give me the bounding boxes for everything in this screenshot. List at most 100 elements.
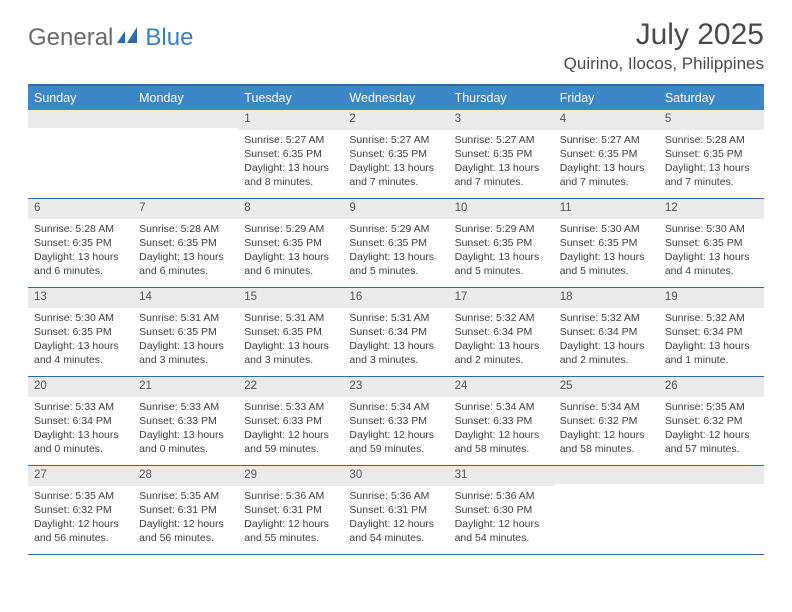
day-number: 13 — [28, 288, 133, 308]
daylight-line: Daylight: 13 hours and 7 minutes. — [455, 161, 548, 189]
day-number: 24 — [449, 377, 554, 397]
sunrise-line: Sunrise: 5:29 AM — [244, 222, 337, 236]
sunrise-line: Sunrise: 5:28 AM — [34, 222, 127, 236]
sunset-line: Sunset: 6:35 PM — [349, 147, 442, 161]
daylight-line: Daylight: 12 hours and 56 minutes. — [139, 517, 232, 545]
sunset-line: Sunset: 6:31 PM — [244, 503, 337, 517]
day-body: Sunrise: 5:32 AMSunset: 6:34 PMDaylight:… — [554, 308, 659, 374]
sunrise-line: Sunrise: 5:30 AM — [560, 222, 653, 236]
weeks-container: 1Sunrise: 5:27 AMSunset: 6:35 PMDaylight… — [28, 110, 764, 555]
day-cell: 25Sunrise: 5:34 AMSunset: 6:32 PMDayligh… — [554, 377, 659, 465]
day-body: Sunrise: 5:36 AMSunset: 6:31 PMDaylight:… — [343, 486, 448, 552]
daylight-line: Daylight: 13 hours and 5 minutes. — [349, 250, 442, 278]
day-number: 25 — [554, 377, 659, 397]
day-cell: 29 Sunrise: 5:36 AMSunset: 6:31 PMDayligh… — [238, 466, 343, 554]
week-row: 6Sunrise: 5:28 AMSunset: 6:35 PMDaylight… — [28, 199, 764, 288]
weekday-header: Wednesday — [343, 86, 448, 110]
day-body: Sunrise: 5:31 AMSunset: 6:35 PMDaylight:… — [133, 308, 238, 374]
day-body: Sunrise: 5:30 AMSunset: 6:35 PMDaylight:… — [28, 308, 133, 374]
day-cell: 13Sunrise: 5:30 AMSunset: 6:35 PMDayligh… — [28, 288, 133, 376]
day-number: 2 — [343, 110, 448, 130]
daylight-line: Daylight: 12 hours and 56 minutes. — [34, 517, 127, 545]
brand-logo: General Blue — [28, 24, 193, 52]
day-cell: 15Sunrise: 5:31 AMSunset: 6:35 PMDayligh… — [238, 288, 343, 376]
sunset-line: Sunset: 6:30 PM — [455, 503, 548, 517]
sunset-line: Sunset: 6:35 PM — [244, 236, 337, 250]
day-number — [28, 110, 133, 128]
day-number: 9 — [343, 199, 448, 219]
day-number: 11 — [554, 199, 659, 219]
day-cell: 28Sunrise: 5:35 AMSunset: 6:31 PMDayligh… — [133, 466, 238, 554]
daylight-line: Daylight: 13 hours and 0 minutes. — [139, 428, 232, 456]
day-number: 1 — [238, 110, 343, 130]
day-cell: 6Sunrise: 5:28 AMSunset: 6:35 PMDaylight… — [28, 199, 133, 287]
day-cell — [554, 466, 659, 554]
sunrise-line: Sunrise: 5:33 AM — [139, 400, 232, 414]
sunrise-line: Sunrise: 5:33 AM — [34, 400, 127, 414]
weekday-header: Tuesday — [238, 86, 343, 110]
sunrise-line: Sunrise: 5:29 AM — [349, 222, 442, 236]
day-body: Sunrise: 5:27 AMSunset: 6:35 PMDaylight:… — [343, 130, 448, 196]
sunrise-line: Sunrise: 5:27 AM — [349, 133, 442, 147]
day-cell: 2Sunrise: 5:27 AMSunset: 6:35 PMDaylight… — [343, 110, 448, 198]
daylight-line: Daylight: 12 hours and 58 minutes. — [455, 428, 548, 456]
daylight-line: Daylight: 13 hours and 3 minutes. — [139, 339, 232, 367]
calendar-page: General Blue July 2025 Quirino, Ilocos, … — [0, 0, 792, 573]
day-number: 29 — [238, 466, 343, 486]
day-body: Sunrise: 5:36 AMSunset: 6:30 PMDaylight:… — [449, 486, 554, 552]
sunset-line: Sunset: 6:34 PM — [455, 325, 548, 339]
sunset-line: Sunset: 6:35 PM — [34, 325, 127, 339]
sunrise-line: Sunrise: 5:31 AM — [349, 311, 442, 325]
day-body: Sunrise: 5:33 AMSunset: 6:33 PMDaylight:… — [133, 397, 238, 463]
day-body: Sunrise: 5:32 AMSunset: 6:34 PMDaylight:… — [659, 308, 764, 374]
day-cell: 24Sunrise: 5:34 AMSunset: 6:33 PMDayligh… — [449, 377, 554, 465]
sunrise-line: Sunrise: 5:35 AM — [665, 400, 758, 414]
day-body: Sunrise: 5:35 AMSunset: 6:32 PMDaylight:… — [659, 397, 764, 463]
day-cell: 12Sunrise: 5:30 AMSunset: 6:35 PMDayligh… — [659, 199, 764, 287]
day-cell: 14Sunrise: 5:31 AMSunset: 6:35 PMDayligh… — [133, 288, 238, 376]
day-number: 21 — [133, 377, 238, 397]
sunset-line: Sunset: 6:35 PM — [244, 147, 337, 161]
day-body: Sunrise: 5:30 AMSunset: 6:35 PMDaylight:… — [554, 219, 659, 285]
day-body: Sunrise: 5:34 AMSunset: 6:33 PMDaylight:… — [343, 397, 448, 463]
day-number: 4 — [554, 110, 659, 130]
title-block: July 2025 Quirino, Ilocos, Philippines — [564, 18, 764, 74]
sunrise-line: Sunrise: 5:33 AM — [244, 400, 337, 414]
calendar-grid: SundayMondayTuesdayWednesdayThursdayFrid… — [28, 84, 764, 555]
day-cell — [28, 110, 133, 198]
day-number: 12 — [659, 199, 764, 219]
sunset-line: Sunset: 6:33 PM — [244, 414, 337, 428]
daylight-line: Daylight: 13 hours and 2 minutes. — [560, 339, 653, 367]
sunrise-line: Sunrise: 5:36 AM — [244, 489, 337, 503]
day-number: 18 — [554, 288, 659, 308]
day-body: Sunrise: 5:34 AMSunset: 6:32 PMDaylight:… — [554, 397, 659, 463]
day-cell: 10Sunrise: 5:29 AMSunset: 6:35 PMDayligh… — [449, 199, 554, 287]
daylight-line: Daylight: 12 hours and 55 minutes. — [244, 517, 337, 545]
day-cell: 23Sunrise: 5:34 AMSunset: 6:33 PMDayligh… — [343, 377, 448, 465]
day-number: 19 — [659, 288, 764, 308]
daylight-line: Daylight: 12 hours and 54 minutes. — [455, 517, 548, 545]
day-cell: 3Sunrise: 5:27 AMSunset: 6:35 PMDaylight… — [449, 110, 554, 198]
daylight-line: Daylight: 12 hours and 59 minutes. — [244, 428, 337, 456]
day-cell — [133, 110, 238, 198]
daylight-line: Daylight: 13 hours and 6 minutes. — [139, 250, 232, 278]
sunset-line: Sunset: 6:34 PM — [349, 325, 442, 339]
sunrise-line: Sunrise: 5:32 AM — [665, 311, 758, 325]
day-number: 22 — [238, 377, 343, 397]
daylight-line: Daylight: 13 hours and 7 minutes. — [349, 161, 442, 189]
day-body: Sunrise: 5:29 AMSunset: 6:35 PMDaylight:… — [449, 219, 554, 285]
day-number: 23 — [343, 377, 448, 397]
day-number: 14 — [133, 288, 238, 308]
daylight-line: Daylight: 13 hours and 5 minutes. — [455, 250, 548, 278]
sunset-line: Sunset: 6:35 PM — [665, 147, 758, 161]
sunrise-line: Sunrise: 5:34 AM — [349, 400, 442, 414]
day-cell: 1Sunrise: 5:27 AMSunset: 6:35 PMDaylight… — [238, 110, 343, 198]
day-body: Sunrise: 5:27 AMSunset: 6:35 PMDaylight:… — [238, 130, 343, 196]
week-row: 27Sunrise: 5:35 AMSunset: 6:32 PMDayligh… — [28, 466, 764, 555]
sunrise-line: Sunrise: 5:30 AM — [34, 311, 127, 325]
daylight-line: Daylight: 13 hours and 4 minutes. — [665, 250, 758, 278]
sunset-line: Sunset: 6:35 PM — [244, 325, 337, 339]
week-row: 13Sunrise: 5:30 AMSunset: 6:35 PMDayligh… — [28, 288, 764, 377]
sunrise-line: Sunrise: 5:36 AM — [455, 489, 548, 503]
day-cell: 31Sunrise: 5:36 AMSunset: 6:30 PMDayligh… — [449, 466, 554, 554]
